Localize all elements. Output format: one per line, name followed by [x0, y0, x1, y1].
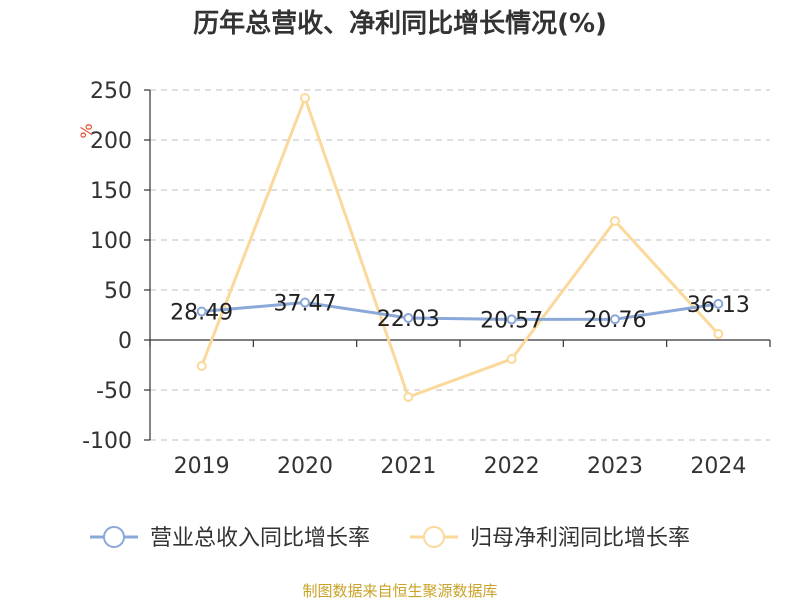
data-point-s1-2022 [506, 354, 517, 364]
data-point-s0-2021 [403, 312, 414, 323]
data-label-2021: 22.03 [377, 307, 440, 332]
x-tick-label: 2024 [690, 454, 746, 479]
chart-title: 历年总营收、净利同比增长情况(%) [193, 8, 607, 39]
data-point-s0-2023 [610, 314, 620, 325]
data-label-2020: 37.47 [274, 292, 337, 317]
data-label-2023: 20.76 [584, 308, 647, 333]
data-point-s1-2024 [713, 329, 724, 339]
x-tick-label: 2020 [277, 454, 333, 479]
legend-label-1: 归母净利润同比增长率 [470, 526, 690, 551]
data-label-2022: 20.57 [480, 308, 543, 333]
data-point-s0-2019 [196, 306, 207, 317]
data-point-s1-2019 [196, 361, 207, 371]
data-label-2024: 36.13 [687, 293, 750, 318]
data-label-2019: 28.49 [170, 301, 233, 326]
axes: 250 200 150 100 50 0 -50 -100 2019 2020 2021 2022 20… [82, 79, 771, 479]
y-tick-label: 50 [104, 279, 132, 304]
x-tick-label: 2019 [174, 454, 230, 479]
y-tick-label: 200 [90, 129, 132, 154]
legend-label-0: 营业总收入同比增长率 [150, 526, 370, 551]
y-tick-label: 250 [90, 79, 132, 104]
data-point-s0-2022 [506, 314, 517, 325]
x-tick-label: 2022 [484, 454, 540, 479]
data-point-s0-2024 [713, 298, 724, 309]
y-tick-label: 150 [90, 179, 132, 204]
series-line-0 [201, 301, 719, 321]
x-tick-label: 2023 [587, 454, 643, 479]
series-group [196, 93, 724, 402]
legend-marker-0 [103, 526, 125, 548]
y-tick-label: -50 [96, 379, 132, 404]
gridlines [150, 89, 770, 441]
data-point-s1-2023 [610, 216, 620, 226]
y-tick-label: -100 [82, 429, 132, 454]
y-tick-label: 100 [90, 229, 132, 254]
source-note: 制图数据来自恒生聚源数据库 [302, 582, 497, 600]
legend-marker-1 [423, 526, 445, 548]
legend[interactable]: 营业总收入同比增长率 归母净利润同比增长率 [90, 526, 690, 551]
y-axis-unit-label: % [77, 123, 96, 138]
data-point-s1-2021 [403, 392, 414, 402]
series-line-1 [200, 96, 720, 399]
y-tick-label: 0 [118, 329, 132, 354]
x-tick-label: 2021 [380, 454, 436, 479]
data-labels: 28.49 37.47 22.03 20.57 20.76 36.13 [170, 292, 750, 334]
data-point-s1-2020 [300, 93, 310, 103]
data-point-s0-2020 [300, 297, 310, 308]
